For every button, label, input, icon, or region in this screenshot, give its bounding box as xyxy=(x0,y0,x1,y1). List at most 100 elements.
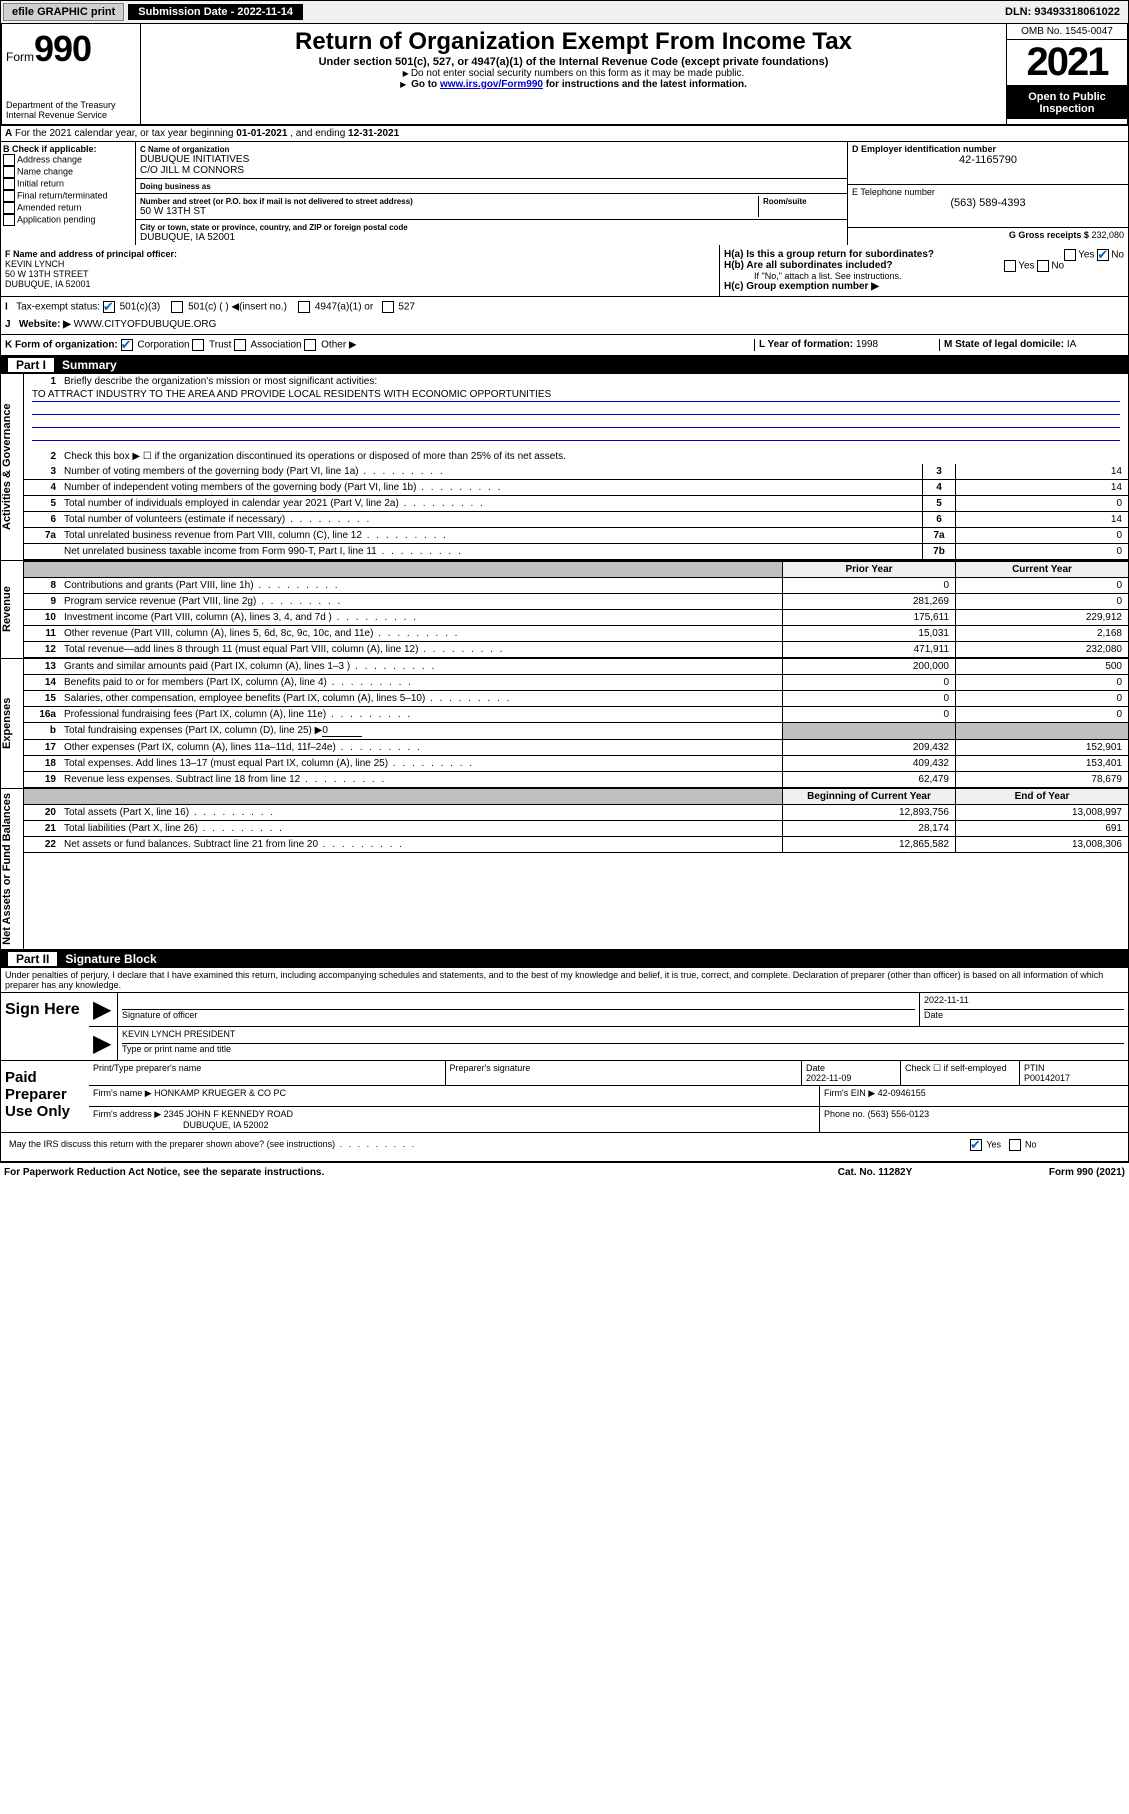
ha-no[interactable] xyxy=(1097,249,1109,261)
section-c: C Name of organization DUBUQUE INITIATIV… xyxy=(136,142,848,245)
c-city: DUBUQUE, IA 52001 xyxy=(140,232,235,243)
hb-yes[interactable] xyxy=(1004,260,1016,272)
signature-block: Under penalties of perjury, I declare th… xyxy=(0,968,1129,1162)
hb-no[interactable] xyxy=(1037,260,1049,272)
k-trust[interactable] xyxy=(192,339,204,351)
paid-preparer-row: Paid Preparer Use Only Print/Type prepar… xyxy=(1,1060,1128,1132)
phone: (563) 556-0123 xyxy=(868,1109,930,1119)
type-name-label: Type or print name and title xyxy=(122,1044,231,1054)
part2-header: Part II Signature Block xyxy=(0,950,1129,968)
open-inspection: Open to Public Inspection xyxy=(1007,87,1127,119)
i-501c3[interactable] xyxy=(103,301,115,313)
form-footer: Form 990 (2021) xyxy=(975,1167,1125,1178)
f-addr2: DUBUQUE, IA 52001 xyxy=(5,279,91,289)
form-header: Form990 Department of the Treasury Inter… xyxy=(0,24,1129,126)
i-4947[interactable] xyxy=(298,301,310,313)
b-label: B Check if applicable: xyxy=(3,144,97,154)
governance-line: 3Number of voting members of the governi… xyxy=(24,464,1128,480)
part1-num: Part I xyxy=(8,358,54,372)
section-f: F Name and address of principal officer:… xyxy=(1,245,720,296)
prep-date: 2022-11-09 xyxy=(806,1073,851,1083)
part1-title: Summary xyxy=(62,358,117,372)
table-row: 22Net assets or fund balances. Subtract … xyxy=(24,837,1128,853)
date-label: Date xyxy=(924,1010,943,1020)
k-assoc[interactable] xyxy=(234,339,246,351)
checkbox-amended[interactable] xyxy=(3,202,15,214)
side-revenue: Revenue xyxy=(1,561,24,658)
section-i-j: I Tax-exempt status: 501(c)(3) 501(c) ( … xyxy=(0,297,1129,335)
discuss-yes[interactable] xyxy=(970,1139,982,1151)
declaration: Under penalties of perjury, I declare th… xyxy=(1,968,1128,992)
table-row: 14Benefits paid to or for members (Part … xyxy=(24,675,1128,691)
page-footer: For Paperwork Reduction Act Notice, see … xyxy=(0,1162,1129,1182)
sign-arrow-icon: ▶ xyxy=(89,993,118,1026)
c-street: 50 W 13TH ST xyxy=(140,206,206,217)
c-city-label: City or town, state or province, country… xyxy=(140,223,408,232)
k-opt1: Trust xyxy=(209,340,231,351)
irs-link[interactable]: www.irs.gov/Form990 xyxy=(440,79,543,90)
form-number: 990 xyxy=(34,28,91,69)
firm-ein-label: Firm's EIN ▶ xyxy=(824,1088,875,1098)
c-dba-label: Doing business as xyxy=(140,182,211,191)
hb-note: If "No," attach a list. See instructions… xyxy=(724,271,1124,281)
checkbox-initial[interactable] xyxy=(3,178,15,190)
k-corp[interactable] xyxy=(121,339,133,351)
i-opt3: 4947(a)(1) or xyxy=(315,302,373,313)
c-street-label: Number and street (or P.O. box if mail i… xyxy=(140,197,413,206)
opt-initial: Initial return xyxy=(17,178,64,188)
line2: Check this box ▶ ☐ if the organization d… xyxy=(60,449,1128,464)
header-left: Form990 Department of the Treasury Inter… xyxy=(2,24,141,124)
i-527[interactable] xyxy=(382,301,394,313)
f-addr1: 50 W 13TH STREET xyxy=(5,269,89,279)
header-right: OMB No. 1545-0047 2021 Open to Public In… xyxy=(1006,24,1127,124)
governance-line: 5Total number of individuals employed in… xyxy=(24,496,1128,512)
d-ein: 42-1165790 xyxy=(852,154,1124,166)
section-f-h: F Name and address of principal officer:… xyxy=(0,245,1129,297)
efile-button[interactable]: efile GRAPHIC print xyxy=(3,3,124,21)
dln-value: 93493318061022 xyxy=(1034,6,1120,18)
ptin: P00142017 xyxy=(1024,1073,1070,1083)
table-row: 16aProfessional fundraising fees (Part I… xyxy=(24,707,1128,723)
mission-blank2 xyxy=(32,415,1120,428)
phone-label: Phone no. xyxy=(824,1109,865,1119)
table-row: 13Grants and similar amounts paid (Part … xyxy=(24,659,1128,675)
checkbox-address-change[interactable] xyxy=(3,154,15,166)
col-begin: Beginning of Current Year xyxy=(782,789,955,804)
opt-pending: Application pending xyxy=(17,214,96,224)
header-mid: Return of Organization Exempt From Incom… xyxy=(141,24,1006,124)
a-mid: , and ending xyxy=(290,128,348,139)
firm-addr-label: Firm's address ▶ xyxy=(93,1109,161,1119)
table-row: 15Salaries, other compensation, employee… xyxy=(24,691,1128,707)
prep-sig-label: Preparer's signature xyxy=(450,1063,531,1073)
ha-yes[interactable] xyxy=(1064,249,1076,261)
discuss-no[interactable] xyxy=(1009,1139,1021,1151)
table-row: 18Total expenses. Add lines 13–17 (must … xyxy=(24,756,1128,772)
i-501c[interactable] xyxy=(171,301,183,313)
governance-line: 7aTotal unrelated business revenue from … xyxy=(24,528,1128,544)
governance-line: 4Number of independent voting members of… xyxy=(24,480,1128,496)
checkbox-name-change[interactable] xyxy=(3,166,15,178)
hc-label: H(c) Group exemption number ▶ xyxy=(724,281,879,292)
f-label: F Name and address of principal officer: xyxy=(5,249,177,259)
firm-addr1: 2345 JOHN F KENNEDY ROAD xyxy=(164,1109,293,1119)
section-b: B Check if applicable: Address change Na… xyxy=(1,142,136,245)
k-opt3: Other ▶ xyxy=(321,340,356,351)
check-self-employed: Check ☐ if self-employed xyxy=(901,1061,1020,1085)
governance-line: 6Total number of volunteers (estimate if… xyxy=(24,512,1128,528)
k-other[interactable] xyxy=(304,339,316,351)
m-val: IA xyxy=(1067,339,1076,350)
a-begin: 01-01-2021 xyxy=(236,128,287,139)
sig-officer-label: Signature of officer xyxy=(122,1010,197,1020)
side-net: Net Assets or Fund Balances xyxy=(1,789,24,949)
j-website: WWW.CITYOFDUBUQUE.ORG xyxy=(74,319,217,330)
checkbox-final[interactable] xyxy=(3,190,15,202)
goto-note: Go to www.irs.gov/Form990 for instructio… xyxy=(149,79,998,90)
goto-pre: Go to xyxy=(411,79,440,90)
sign-here-label: Sign Here xyxy=(1,993,89,1060)
submission-date-badge: Submission Date - 2022-11-14 xyxy=(128,4,303,20)
checkbox-pending[interactable] xyxy=(3,214,15,226)
paid-preparer-label: Paid Preparer Use Only xyxy=(1,1061,89,1132)
firm-name: HONKAMP KRUEGER & CO PC xyxy=(154,1088,286,1098)
side-expenses: Expenses xyxy=(1,659,24,788)
k-opt2: Association xyxy=(250,340,301,351)
